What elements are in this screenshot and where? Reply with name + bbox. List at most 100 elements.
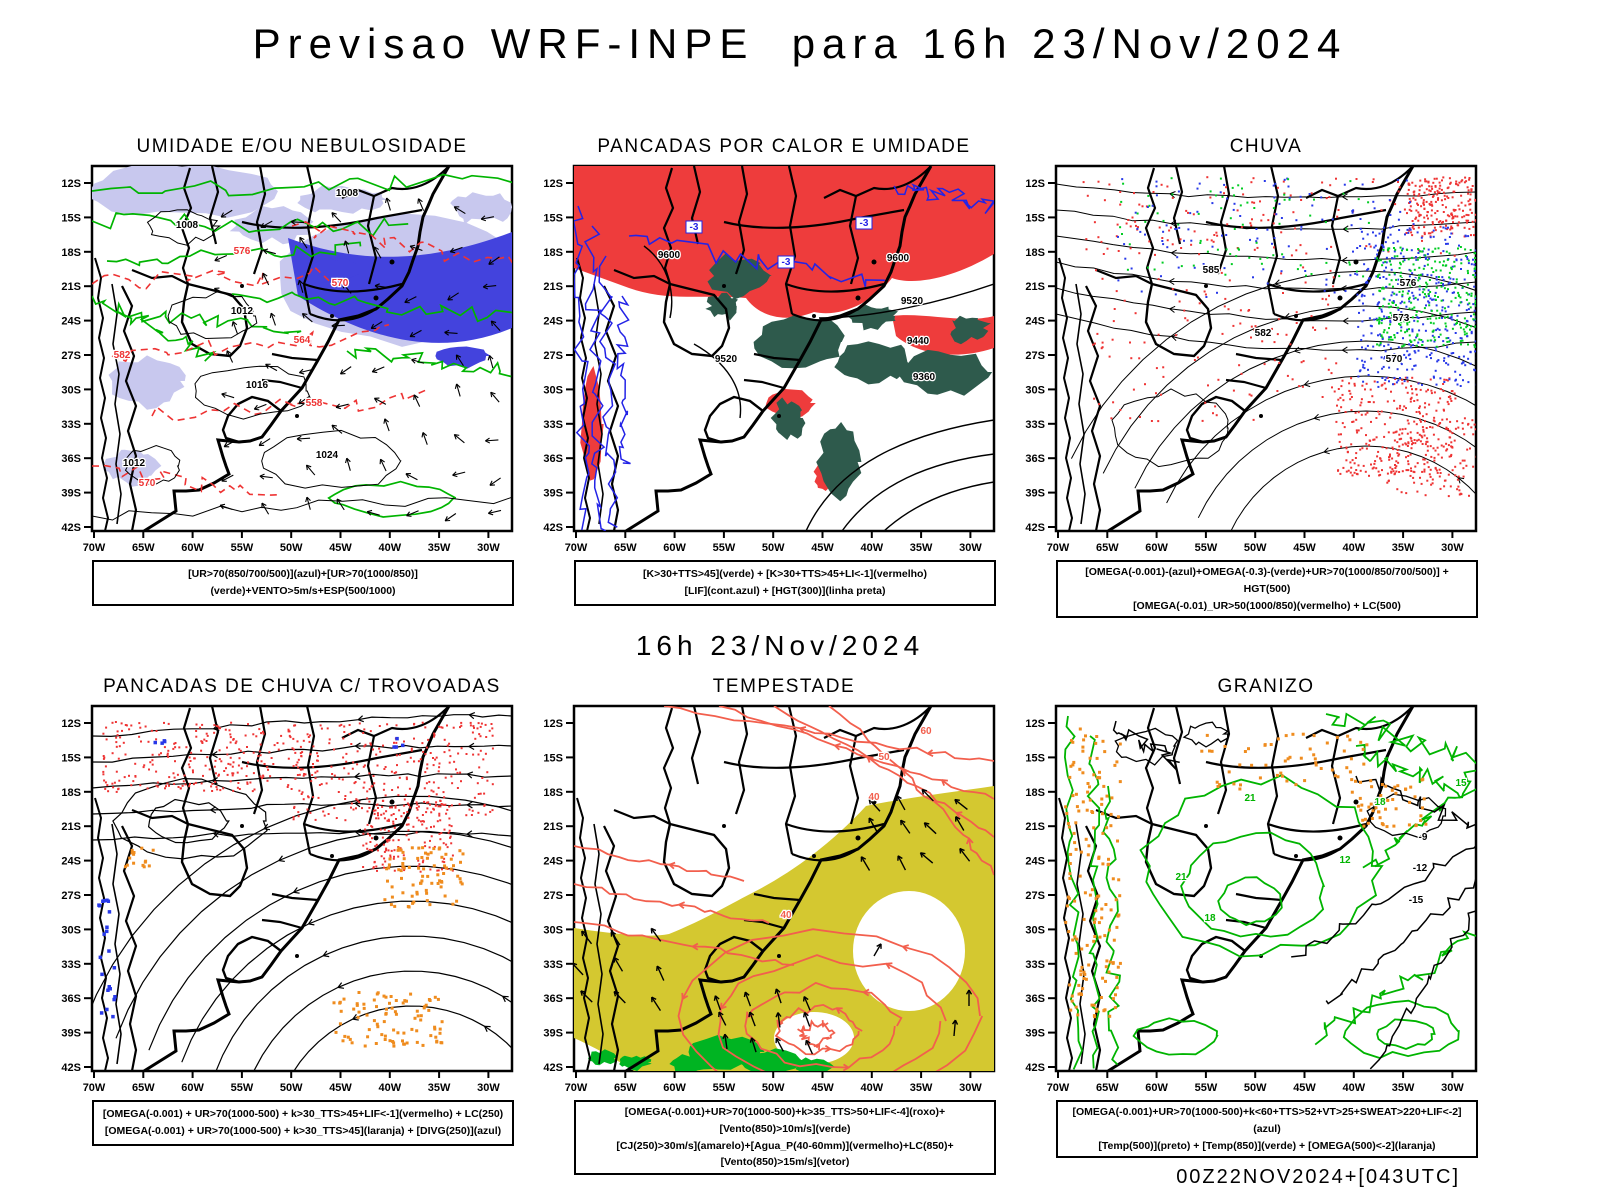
svg-text:45W: 45W [811,542,834,554]
svg-text:60W: 60W [663,1082,686,1094]
svg-text:36S: 36S [1025,453,1045,465]
svg-text:30W: 30W [1441,542,1464,554]
svg-text:39S: 39S [543,1028,563,1040]
model-run-label: 00Z22NOV2024+[043UTC] [1176,1166,1460,1188]
panel-title-umidade: UMIDADE E/OU NEBULOSIDADE [136,136,468,157]
svg-text:30W: 30W [477,1082,500,1094]
svg-text:30W: 30W [959,1082,982,1094]
svg-text:39S: 39S [61,1028,81,1040]
svg-text:33S: 33S [543,959,563,971]
caption-line: [K>30+TTS>45](verde) + [K>30+TTS>45+LI<-… [643,568,927,581]
svg-text:9600: 9600 [887,253,910,264]
caption-line: [OMEGA(-0.001)+UR>70(1000-500)+k>35_TTS>… [624,1106,946,1135]
svg-text:55W: 55W [1195,1082,1218,1094]
svg-text:15S: 15S [1025,212,1045,224]
svg-text:60W: 60W [181,542,204,554]
svg-text:36S: 36S [543,453,563,465]
svg-text:35W: 35W [428,1082,451,1094]
svg-text:12S: 12S [1025,718,1045,730]
svg-text:27S: 27S [543,890,563,902]
caption-trovoadas: [OMEGA(-0.001) + UR>70(1000-500) + k>30_… [92,1100,514,1146]
svg-text:30W: 30W [1441,1082,1464,1094]
panel-title-granizo: GRANIZO [1217,676,1315,697]
svg-text:60W: 60W [181,1082,204,1094]
svg-text:70W: 70W [565,542,588,554]
svg-text:558: 558 [306,398,323,409]
caption-line: [OMEGA(-0.001)+UR>70(1000-500)+k<60+TTS>… [1072,1106,1462,1135]
svg-text:12: 12 [1339,855,1351,866]
svg-text:-3: -3 [782,257,791,268]
svg-text:50W: 50W [280,1082,303,1094]
svg-text:15: 15 [1455,778,1467,789]
svg-text:45W: 45W [1293,542,1316,554]
svg-text:18: 18 [1374,797,1386,808]
panel-chuva: CHUVA 12S 15S 18S 21S 24S 27S 30S 33S 36S 39S 42S 7… [1010,136,1484,619]
svg-text:50W: 50W [1244,542,1267,554]
svg-text:50: 50 [878,752,890,763]
svg-text:40: 40 [780,910,792,921]
svg-text:42S: 42S [1025,522,1045,534]
svg-text:50W: 50W [762,1082,785,1094]
svg-text:35W: 35W [1392,542,1415,554]
svg-text:27S: 27S [1025,890,1045,902]
svg-text:30S: 30S [1025,924,1045,936]
svg-text:24S: 24S [543,856,563,868]
svg-text:45W: 45W [1293,1082,1316,1094]
panel-pancadas-calor: PANCADAS POR CALOR E UMIDADE 12S 15S 18S 21… [528,136,1002,606]
svg-text:18S: 18S [1025,247,1045,259]
svg-text:33S: 33S [61,959,81,971]
svg-text:12S: 12S [543,178,563,190]
svg-text:36S: 36S [61,453,81,465]
svg-text:1024: 1024 [316,450,339,461]
caption-chuva: [OMEGA(-0.001)-(azul)+OMEGA(-0.3)-(verde… [1056,560,1478,619]
svg-text:70W: 70W [1047,542,1070,554]
svg-text:70W: 70W [565,1082,588,1094]
page-title: Previsao WRF-INPE para 16h 23/Nov/2024 [252,20,1348,67]
svg-text:45W: 45W [329,1082,352,1094]
svg-text:21: 21 [1175,872,1187,883]
svg-text:9600: 9600 [658,250,681,261]
svg-text:570: 570 [1386,354,1403,365]
svg-text:15S: 15S [543,752,563,764]
svg-text:35W: 35W [910,542,933,554]
svg-text:39S: 39S [1025,1028,1045,1040]
svg-text:36S: 36S [61,993,81,1005]
svg-text:1008: 1008 [336,188,359,199]
svg-text:1008: 1008 [176,220,199,231]
svg-text:12S: 12S [61,718,81,730]
svg-text:42S: 42S [1025,1062,1045,1074]
svg-text:18S: 18S [1025,787,1045,799]
svg-text:39S: 39S [543,488,563,500]
svg-text:570: 570 [139,478,156,489]
svg-text:27S: 27S [1025,350,1045,362]
caption-line: [OMEGA(-0.001) + UR>70(1000-500) + k>30_… [104,1125,502,1137]
svg-text:33S: 33S [1025,419,1045,431]
svg-text:-3: -3 [690,222,699,233]
svg-text:18S: 18S [543,247,563,259]
svg-text:60W: 60W [1145,542,1168,554]
svg-text:24S: 24S [1025,316,1045,328]
svg-text:27S: 27S [61,890,81,902]
svg-text:40W: 40W [378,1082,401,1094]
svg-text:60W: 60W [1145,1082,1168,1094]
caption-tempestade: [OMEGA(-0.001)+UR>70(1000-500)+k>35_TTS>… [574,1100,996,1176]
svg-text:30S: 30S [61,924,81,936]
svg-text:40W: 40W [378,542,401,554]
svg-text:-12: -12 [1413,863,1428,874]
svg-text:60: 60 [920,726,932,737]
caption-line: [UR>70(850/700/500)](azul)+[UR>70(1000/8… [188,568,418,597]
svg-text:55W: 55W [231,1082,254,1094]
panel-title-trovoadas: PANCADAS DE CHUVA C/ TROVOADAS [103,676,501,697]
caption-umidade: [UR>70(850/700/500)](azul)+[UR>70(1000/8… [92,560,514,606]
svg-text:1012: 1012 [231,306,254,317]
svg-text:33S: 33S [61,419,81,431]
svg-text:39S: 39S [1025,488,1045,500]
svg-text:45W: 45W [811,1082,834,1094]
caption-granizo: [OMEGA(-0.001)+UR>70(1000-500)+k<60+TTS>… [1056,1100,1478,1159]
svg-text:585: 585 [1203,265,1220,276]
